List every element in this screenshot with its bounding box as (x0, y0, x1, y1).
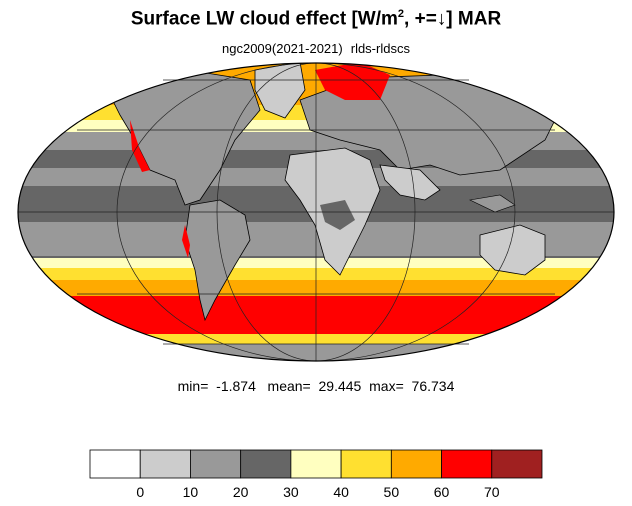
nordic-red (315, 63, 390, 100)
plot-title: Surface LW cloud effect [W/m2, +=↓] MAR (0, 8, 632, 30)
colorbar-tick-label: 50 (384, 484, 400, 500)
colorbar-tick-label: 70 (484, 484, 500, 500)
title-main: Surface LW cloud effect [W/m (130, 8, 398, 30)
colorbar-swatch (390, 449, 442, 479)
colorbar-swatch (441, 449, 493, 479)
title-superscript: 2 (397, 8, 405, 20)
colorbar-tick-label: 40 (333, 484, 349, 500)
stat-mean-label: mean= (267, 378, 311, 394)
colorbar-swatch (290, 449, 342, 479)
arabia-india (379, 164, 441, 201)
colorbar-tick-label: 30 (283, 484, 299, 500)
colorbar-tick-label: 0 (136, 484, 144, 500)
colorbar-swatch (139, 449, 191, 479)
plot-subtitle: ngc2009(2021-2021) rlds-rldscs (0, 41, 632, 56)
australia (479, 224, 546, 276)
colorbar-swatch (491, 449, 543, 479)
subtitle-run: ngc2009(2021-2021) (222, 41, 343, 56)
colorbar-tick-label: 20 (233, 484, 249, 500)
colorbar-swatch (89, 449, 141, 479)
title-tail: , +=↓] MAR (404, 8, 502, 30)
stat-min-label: min= (177, 378, 209, 394)
stat-max: 76.734 (411, 378, 455, 394)
south-america (184, 199, 251, 322)
subtitle-variable: rlds-rldscs (350, 41, 410, 56)
colorbar-tick-label: 60 (434, 484, 450, 500)
colorbar-swatch (340, 449, 392, 479)
west-coast-red (130, 120, 150, 172)
map-border (17, 62, 615, 362)
stats-line: min= -1.874 mean= 29.445 max= 76.734 (0, 378, 632, 394)
colorbar-swatch (240, 449, 292, 479)
colorbar-tick-label: 10 (183, 484, 199, 500)
central-africa (320, 200, 355, 230)
colorbar-swatch (190, 449, 242, 479)
stat-mean: 29.445 (318, 378, 362, 394)
stat-max-label: max= (369, 378, 404, 394)
greenland (254, 63, 306, 119)
stat-min: -1.874 (216, 378, 256, 394)
andes-red (182, 225, 190, 258)
